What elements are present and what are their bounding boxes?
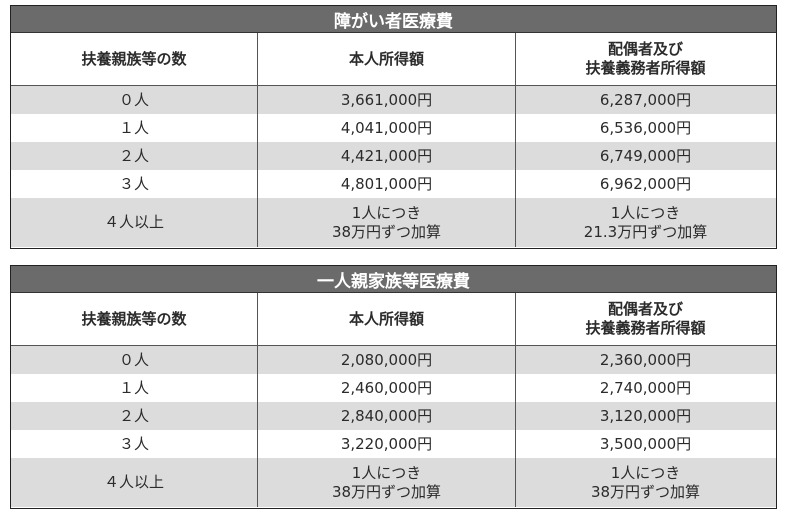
spouse-income-cell: 2,740,000円 (515, 374, 775, 402)
table-title: 一人親家族等医療費 (11, 266, 776, 293)
table-row: ２人 2,840,000円 3,120,000円 (11, 402, 776, 430)
spouse-income-cell: 3,120,000円 (515, 402, 775, 430)
self-income-cell: 3,220,000円 (257, 430, 515, 458)
spouse-income-cell: 3,500,000円 (515, 430, 775, 458)
self-income-cell: 4,041,000円 (257, 114, 515, 142)
dependents-cell: ２人 (118, 146, 149, 165)
spouse-income-cell: 1人につき 21.3万円ずつ加算 (515, 198, 775, 247)
table-row: ３人 3,220,000円 3,500,000円 (11, 430, 776, 458)
self-income-cell: 2,080,000円 (257, 346, 515, 374)
self-income-cell: 3,661,000円 (257, 86, 515, 114)
self-income-cell: 4,801,000円 (257, 170, 515, 198)
spouse-income-cell: 6,962,000円 (515, 170, 775, 198)
spouse-income-cell: 6,287,000円 (515, 86, 775, 114)
header-row: 扶養親族等の数 本人所得額 配偶者及び 扶養義務者所得額 (11, 33, 776, 86)
dependents-cell: ０人 (118, 90, 149, 109)
dependents-cell: ４人以上 (103, 213, 164, 231)
header-dependents: 扶養親族等の数 (81, 49, 187, 68)
cell-line: 1人につき (351, 203, 422, 222)
dependents-cell: ４人以上 (103, 473, 164, 491)
cell-line: 1人につき (351, 463, 422, 482)
dependents-cell: １人 (118, 378, 149, 397)
table-row: ０人 2,080,000円 2,360,000円 (11, 346, 776, 374)
table-row: ４人以上 1人につき 38万円ずつ加算 1人につき 21.3万円ずつ加算 (11, 198, 776, 247)
table-row: １人 2,460,000円 2,740,000円 (11, 374, 776, 402)
dependents-cell: １人 (118, 118, 149, 137)
header-line: 配偶者及び (607, 40, 683, 58)
single-parent-medical-table: 一人親家族等医療費 扶養親族等の数 本人所得額 配偶者及び 扶養義務者所得額 ０… (10, 265, 777, 509)
spouse-income-cell: 6,749,000円 (515, 142, 775, 170)
header-row: 扶養親族等の数 本人所得額 配偶者及び 扶養義務者所得額 (11, 293, 776, 346)
cell-line: 38万円ずつ加算 (590, 482, 701, 501)
table-row: ０人 3,661,000円 6,287,000円 (11, 86, 776, 114)
header-dependents: 扶養親族等の数 (81, 309, 187, 328)
header-self-income: 本人所得額 (257, 33, 515, 85)
self-income-cell: 4,421,000円 (257, 142, 515, 170)
table-row: ４人以上 1人につき 38万円ずつ加算 1人につき 38万円ずつ加算 (11, 458, 776, 507)
self-income-cell: 2,840,000円 (257, 402, 515, 430)
self-income-cell: 2,460,000円 (257, 374, 515, 402)
header-spouse-income: 配偶者及び 扶養義務者所得額 (515, 293, 775, 345)
table-row: １人 4,041,000円 6,536,000円 (11, 114, 776, 142)
table-title: 障がい者医療費 (11, 6, 776, 33)
cell-line: 38万円ずつ加算 (331, 482, 442, 501)
disability-medical-table: 障がい者医療費 扶養親族等の数 本人所得額 配偶者及び 扶養義務者所得額 ０人 … (10, 5, 777, 249)
header-line: 扶養義務者所得額 (585, 319, 706, 337)
spouse-income-cell: 6,536,000円 (515, 114, 775, 142)
spouse-income-cell: 2,360,000円 (515, 346, 775, 374)
cell-line: 38万円ずつ加算 (331, 222, 442, 241)
cell-line: 1人につき (610, 463, 681, 482)
header-line: 配偶者及び (607, 300, 683, 318)
table-row: ３人 4,801,000円 6,962,000円 (11, 170, 776, 198)
dependents-cell: ２人 (118, 406, 149, 425)
cell-line: 1人につき (610, 203, 681, 222)
dependents-cell: ３人 (118, 174, 149, 193)
spouse-income-cell: 1人につき 38万円ずつ加算 (515, 458, 775, 507)
header-self-income: 本人所得額 (257, 293, 515, 345)
self-income-cell: 1人につき 38万円ずつ加算 (257, 458, 515, 507)
cell-line: 21.3万円ずつ加算 (583, 222, 708, 241)
dependents-cell: ３人 (118, 434, 149, 453)
table-row: ２人 4,421,000円 6,749,000円 (11, 142, 776, 170)
dependents-cell: ０人 (118, 350, 149, 369)
header-line: 扶養義務者所得額 (585, 59, 706, 77)
self-income-cell: 1人につき 38万円ずつ加算 (257, 198, 515, 247)
header-spouse-income: 配偶者及び 扶養義務者所得額 (515, 33, 775, 85)
